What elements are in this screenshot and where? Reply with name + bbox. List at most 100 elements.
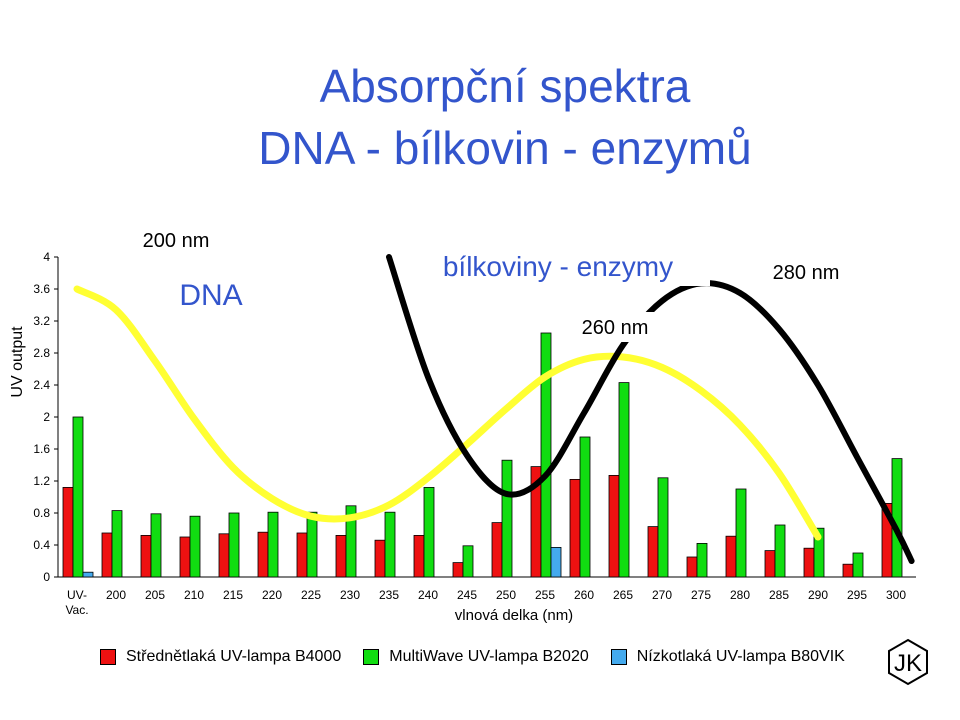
x-tick-label: 285 bbox=[769, 588, 789, 602]
bar-green bbox=[111, 510, 123, 578]
x-tick-label: 290 bbox=[808, 588, 828, 602]
x-tick-label: 205 bbox=[145, 588, 165, 602]
x-tick-label: 300 bbox=[886, 588, 906, 602]
bar-red bbox=[725, 535, 737, 578]
bar-red bbox=[608, 474, 620, 578]
bar-red bbox=[764, 550, 776, 578]
annotation-dna-box bbox=[166, 272, 256, 316]
y-tick-label: 0.4 bbox=[33, 538, 50, 552]
bar-green bbox=[657, 477, 669, 578]
bar-green bbox=[501, 459, 513, 578]
legend-item-red: Střednětlaká UV-lampa B4000 bbox=[100, 648, 341, 666]
bar-green bbox=[423, 486, 435, 578]
x-tick-label: 255 bbox=[535, 588, 555, 602]
bar-green bbox=[891, 458, 903, 578]
bar-blue bbox=[550, 547, 562, 578]
x-tick-label: 265 bbox=[613, 588, 633, 602]
x-tick-label: 215 bbox=[223, 588, 243, 602]
bar-red bbox=[452, 562, 464, 578]
y-tick-label: 4 bbox=[43, 250, 50, 264]
x-tick-label: 220 bbox=[262, 588, 282, 602]
y-tick-label: 2 bbox=[43, 410, 50, 424]
chart-title-line-2: DNA - bílkovin - enzymů bbox=[258, 122, 752, 174]
annotation-260nm: 260 nm bbox=[582, 317, 649, 339]
bar-red bbox=[374, 539, 386, 578]
bar-red bbox=[101, 532, 113, 578]
x-tick-label: 295 bbox=[847, 588, 867, 602]
x-tick-label: 245 bbox=[457, 588, 477, 602]
bar-red bbox=[179, 536, 191, 578]
x-axis-label: vlnová delka (nm) bbox=[455, 607, 573, 624]
legend-label-green: MultiWave UV-lampa B2020 bbox=[389, 648, 589, 665]
x-tick-label: 240 bbox=[418, 588, 438, 602]
annotation-200nm: 200 nm bbox=[143, 230, 210, 252]
x-tick-label: 250 bbox=[496, 588, 516, 602]
bar-red bbox=[296, 532, 308, 578]
y-tick-label: 0 bbox=[43, 570, 50, 584]
chart-title-line-1: Absorpční spektra bbox=[319, 60, 691, 112]
legend-swatch-blue bbox=[610, 649, 627, 665]
jk-logo: JK bbox=[888, 638, 928, 686]
annotation-proteins: bílkoviny - enzymy bbox=[443, 251, 673, 282]
bar-red bbox=[647, 526, 659, 578]
annotation-dna: DNA bbox=[179, 279, 242, 312]
y-tick-label: 1.2 bbox=[33, 474, 50, 488]
bar-green bbox=[384, 511, 396, 578]
bar-green bbox=[579, 436, 591, 578]
x-tick-label: UV- bbox=[67, 588, 87, 602]
legend-item-green: MultiWave UV-lampa B2020 bbox=[363, 648, 589, 666]
y-tick-label: 2.8 bbox=[33, 346, 50, 360]
annotation-260nm-box bbox=[566, 312, 664, 342]
x-tick-label: 230 bbox=[340, 588, 360, 602]
bar-green bbox=[72, 416, 84, 578]
x-tick-label: 260 bbox=[574, 588, 594, 602]
legend-swatch-red bbox=[100, 649, 116, 665]
bar-green bbox=[852, 552, 864, 578]
bar-green bbox=[540, 332, 552, 578]
dna-absorption-curve bbox=[73, 285, 822, 541]
bar-red bbox=[335, 535, 347, 578]
bar-green bbox=[150, 513, 162, 578]
bar-red bbox=[413, 535, 425, 578]
x-tick-label: 225 bbox=[301, 588, 321, 602]
x-tick-label: 235 bbox=[379, 588, 399, 602]
bar-blue bbox=[82, 571, 94, 578]
bar-green bbox=[618, 382, 630, 578]
bar-red bbox=[218, 533, 230, 578]
y-tick-label: 3.2 bbox=[33, 314, 50, 328]
x-tick-label: 270 bbox=[652, 588, 672, 602]
annotation-proteins-box bbox=[406, 246, 710, 286]
y-tick-label: 1.6 bbox=[33, 442, 50, 456]
bar-red bbox=[491, 522, 503, 578]
x-tick-label: 210 bbox=[184, 588, 204, 602]
legend-swatch-green bbox=[363, 649, 380, 665]
y-axis-label: UV output bbox=[9, 326, 26, 398]
chart-legend: Střednětlaká UV-lampa B4000 MultiWave UV… bbox=[100, 646, 867, 668]
x-tick-label: 280 bbox=[730, 588, 750, 602]
bar-green bbox=[267, 511, 279, 578]
y-tick-label: 2.4 bbox=[33, 378, 50, 392]
bar-green bbox=[735, 488, 747, 578]
bar-green bbox=[696, 543, 708, 578]
y-tick-label: 0.8 bbox=[33, 506, 50, 520]
bar-green bbox=[306, 511, 318, 578]
bar-green bbox=[189, 515, 201, 578]
annotation-280nm-box bbox=[756, 257, 856, 287]
bar-green bbox=[462, 545, 474, 578]
protein-absorption-curve bbox=[386, 254, 915, 564]
bar-green bbox=[228, 512, 240, 578]
bar-red bbox=[686, 556, 698, 578]
logo-text: JK bbox=[894, 650, 922, 677]
bar-green bbox=[345, 505, 357, 578]
legend-label-blue: Nízkotlaká UV-lampa B80VIK bbox=[636, 648, 845, 665]
x-tick-label: Vac. bbox=[65, 603, 88, 617]
bar-red bbox=[140, 535, 152, 578]
x-tick-label: 200 bbox=[106, 588, 126, 602]
y-tick-label: 3.6 bbox=[33, 282, 50, 296]
bar-green bbox=[774, 524, 786, 578]
bar-red bbox=[569, 478, 581, 578]
bar-red bbox=[842, 563, 854, 578]
bar-red bbox=[803, 547, 815, 578]
annotation-280nm: 280 nm bbox=[773, 262, 840, 284]
bar-red bbox=[257, 531, 269, 578]
